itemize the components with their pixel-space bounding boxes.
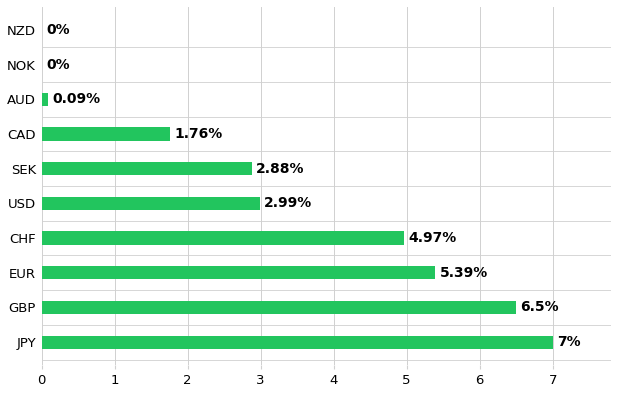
Text: 2.88%: 2.88% [256,162,305,176]
Text: 0%: 0% [46,23,69,37]
Bar [41,336,552,349]
Text: 5.39%: 5.39% [439,266,488,280]
Bar [41,231,404,245]
Text: 6.5%: 6.5% [520,301,559,314]
Text: 4.97%: 4.97% [408,231,457,245]
Text: 0%: 0% [46,58,69,72]
Text: 7%: 7% [557,335,581,349]
Text: 2.99%: 2.99% [265,196,313,210]
Bar [41,197,260,210]
Bar [41,162,252,175]
Bar [41,301,516,314]
Bar [41,127,170,141]
Text: 1.76%: 1.76% [174,127,222,141]
Bar [41,93,48,106]
Bar [41,266,435,279]
Text: 0.09%: 0.09% [53,92,101,106]
